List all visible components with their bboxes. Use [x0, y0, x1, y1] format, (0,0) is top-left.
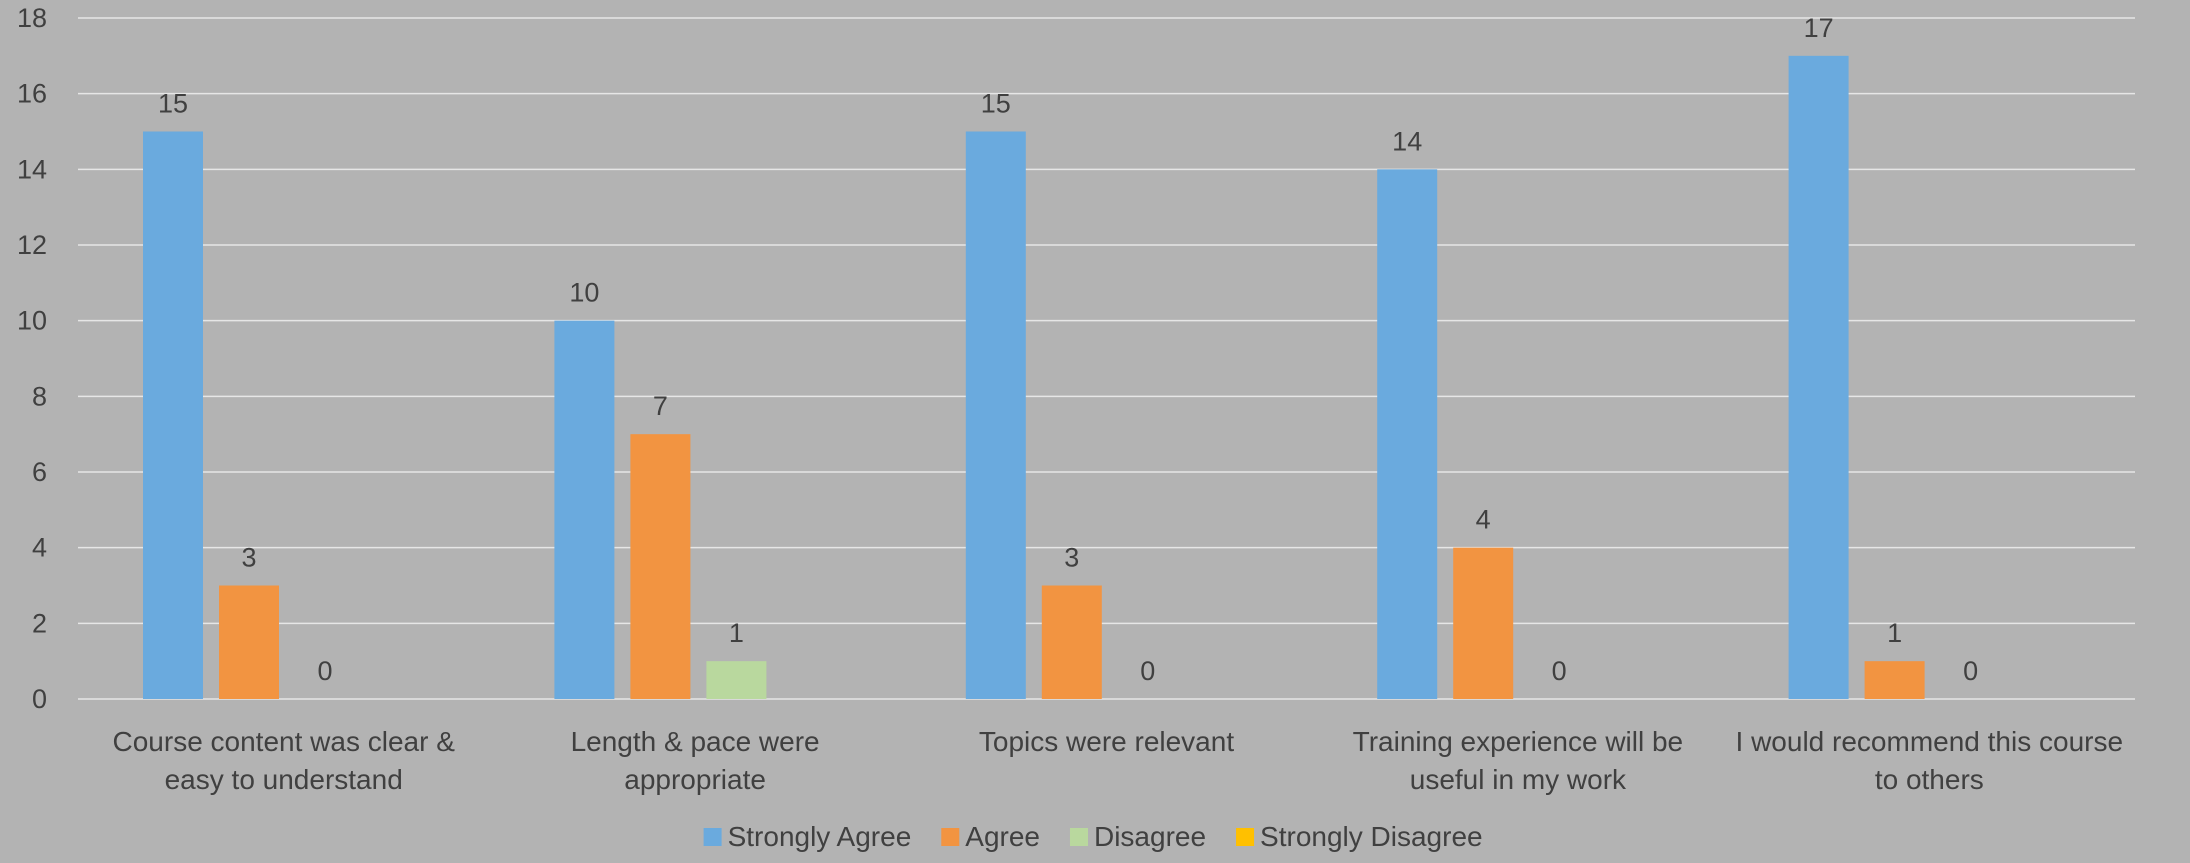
data-label: 0 [1140, 656, 1155, 686]
data-label: 0 [317, 656, 332, 686]
bar [554, 320, 615, 699]
x-axis: Course content was clear & easy to unders… [113, 726, 2124, 795]
data-label: 17 [1804, 13, 1834, 43]
y-tick-label: 8 [32, 381, 47, 411]
y-tick-label: 14 [17, 154, 47, 184]
y-tick-label: 2 [32, 608, 47, 638]
y-axis: 0 2 4 6 8 10 12 14 16 18 [17, 3, 47, 714]
category-label: Length & pace were [571, 726, 820, 757]
data-label: 10 [569, 278, 599, 308]
category-label: appropriate [624, 764, 766, 795]
category-label: Course content was clear & [113, 726, 456, 757]
bar [1788, 55, 1849, 700]
category-label: I would recommend this course [1736, 726, 2124, 757]
y-tick-label: 4 [32, 533, 47, 563]
data-label: 4 [1476, 505, 1491, 535]
category-label: Training experience will be [1353, 726, 1683, 757]
data-label: 3 [1064, 543, 1079, 573]
data-label: 7 [653, 391, 668, 421]
legend-swatch [941, 828, 960, 846]
legend-entry: Disagree [1094, 821, 1206, 852]
data-label: 15 [158, 89, 188, 119]
legend-entry: Strongly Agree [728, 821, 912, 852]
bar [706, 661, 767, 699]
bar [1864, 661, 1925, 699]
data-label: 15 [981, 89, 1011, 119]
bars [143, 55, 1925, 700]
data-label: 1 [1887, 618, 1902, 648]
legend-swatch [1069, 828, 1088, 846]
y-tick-label: 18 [17, 3, 47, 33]
data-label: 0 [1552, 656, 1567, 686]
y-tick-label: 12 [17, 230, 47, 260]
bar [219, 585, 279, 699]
data-label: 0 [1963, 656, 1978, 686]
legend-entry: Agree [965, 821, 1040, 852]
y-tick-label: 0 [32, 684, 47, 714]
legend: Strongly Agree Agree Disagree Strongly Disa… [703, 821, 1483, 852]
data-label: 14 [1392, 126, 1422, 156]
data-label: 3 [241, 543, 256, 573]
bar [1377, 169, 1438, 700]
category-label: useful in my work [1410, 764, 1627, 795]
bar [1041, 585, 1102, 699]
category-label: easy to understand [165, 764, 403, 795]
legend-swatch [1236, 828, 1255, 846]
bar [965, 131, 1026, 699]
gridlines [78, 17, 2135, 700]
data-label: 1 [729, 618, 744, 648]
legend-swatch [703, 828, 722, 846]
category-label: to others [1875, 764, 1984, 795]
y-tick-label: 10 [17, 306, 47, 336]
y-tick-label: 6 [32, 457, 47, 487]
category-label: Topics were relevant [979, 726, 1234, 757]
bar [630, 434, 691, 699]
y-tick-label: 16 [17, 79, 47, 109]
legend-entry: Strongly Disagree [1260, 821, 1483, 852]
bar [143, 131, 203, 699]
bar [1453, 547, 1514, 699]
